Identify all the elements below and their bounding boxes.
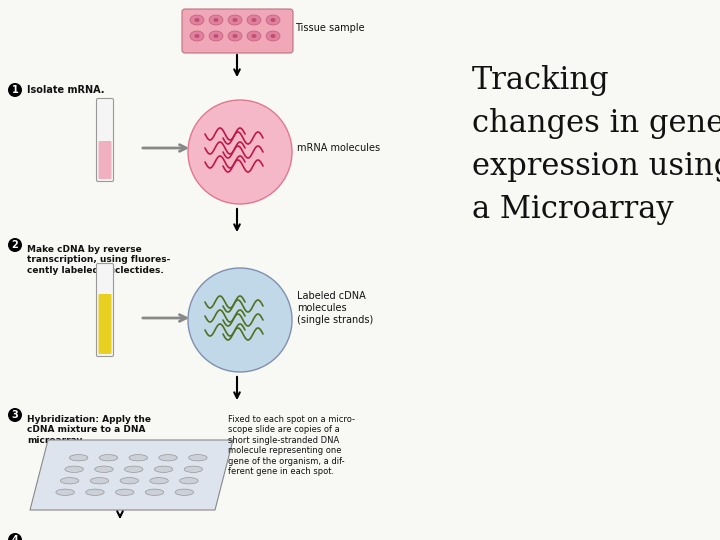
Ellipse shape (190, 31, 204, 41)
Text: 4: 4 (12, 535, 19, 540)
Ellipse shape (95, 466, 113, 472)
Ellipse shape (99, 455, 117, 461)
Ellipse shape (209, 31, 223, 41)
Ellipse shape (69, 455, 88, 461)
Text: Hybridization: Apply the
cDNA mixture to a DNA
microarray.: Hybridization: Apply the cDNA mixture to… (27, 415, 151, 445)
Ellipse shape (65, 466, 84, 472)
Ellipse shape (266, 31, 280, 41)
Ellipse shape (233, 34, 238, 38)
Ellipse shape (247, 15, 261, 25)
Circle shape (8, 408, 22, 422)
Circle shape (188, 268, 292, 372)
Ellipse shape (159, 455, 177, 461)
Ellipse shape (56, 489, 74, 495)
Text: Tracking
changes in gene
expression using
a Microarray: Tracking changes in gene expression usin… (472, 65, 720, 225)
Text: Tissue sample: Tissue sample (295, 23, 364, 33)
Ellipse shape (145, 489, 163, 495)
Ellipse shape (214, 34, 218, 38)
FancyBboxPatch shape (182, 9, 293, 53)
Polygon shape (30, 440, 233, 510)
Ellipse shape (150, 477, 168, 484)
Text: mRNA molecules: mRNA molecules (297, 143, 380, 153)
Ellipse shape (86, 489, 104, 495)
Text: Fixed to each spot on a micro-
scope slide are copies of a
short single-stranded: Fixed to each spot on a micro- scope sli… (228, 415, 355, 476)
Text: Make cDNA by reverse
transcription, using fluores-
cently labeled nuclectides.: Make cDNA by reverse transcription, usin… (27, 245, 171, 275)
Ellipse shape (228, 15, 242, 25)
Circle shape (8, 533, 22, 540)
Ellipse shape (129, 455, 148, 461)
Ellipse shape (175, 489, 194, 495)
Ellipse shape (154, 466, 173, 472)
Ellipse shape (189, 455, 207, 461)
Ellipse shape (194, 18, 199, 22)
Ellipse shape (190, 15, 204, 25)
Ellipse shape (194, 34, 199, 38)
Ellipse shape (90, 477, 109, 484)
Ellipse shape (120, 477, 138, 484)
FancyBboxPatch shape (96, 264, 114, 356)
FancyBboxPatch shape (99, 294, 112, 354)
Ellipse shape (271, 34, 276, 38)
Text: 3: 3 (12, 410, 19, 420)
Text: 1: 1 (12, 85, 19, 95)
Text: Isolate mRNA.: Isolate mRNA. (27, 85, 104, 95)
Ellipse shape (184, 466, 202, 472)
Ellipse shape (115, 489, 134, 495)
Ellipse shape (125, 466, 143, 472)
Ellipse shape (271, 18, 276, 22)
Ellipse shape (60, 477, 79, 484)
Text: 2: 2 (12, 240, 19, 250)
Ellipse shape (233, 18, 238, 22)
Ellipse shape (251, 34, 256, 38)
Ellipse shape (251, 18, 256, 22)
Ellipse shape (214, 18, 218, 22)
Circle shape (188, 100, 292, 204)
Text: Labeled cDNA
molecules
(single strands): Labeled cDNA molecules (single strands) (297, 292, 373, 325)
Ellipse shape (179, 477, 198, 484)
FancyBboxPatch shape (99, 141, 112, 179)
Circle shape (8, 83, 22, 97)
Ellipse shape (266, 15, 280, 25)
Ellipse shape (247, 31, 261, 41)
FancyBboxPatch shape (96, 98, 114, 181)
Circle shape (8, 238, 22, 252)
Ellipse shape (209, 15, 223, 25)
Ellipse shape (228, 31, 242, 41)
